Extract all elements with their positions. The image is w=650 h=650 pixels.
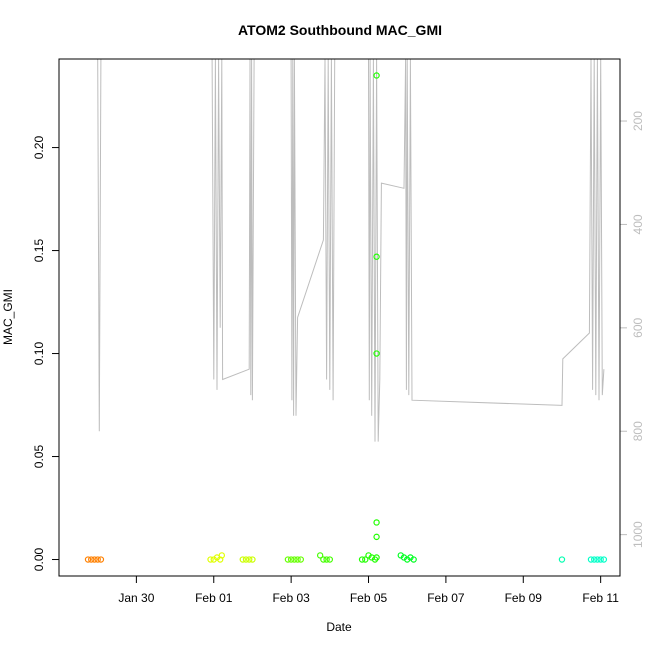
data-point (284, 556, 292, 563)
y-tick-label: 0.15 (32, 239, 46, 263)
data-point (558, 556, 566, 563)
right-tick-label: 200 (631, 111, 645, 131)
data-point (320, 556, 327, 563)
data-point (597, 556, 604, 563)
x-tick-label: Feb 05 (350, 591, 388, 605)
x-tick-label: Feb 01 (195, 591, 233, 605)
data-point (218, 552, 226, 559)
data-point (594, 556, 601, 563)
points-layer (84, 72, 608, 563)
x-tick-label: Feb 03 (272, 591, 310, 605)
right-tick-label: 800 (631, 421, 645, 441)
data-point (84, 556, 92, 563)
chart-title: ATOM2 Southbound MAC_GMI (238, 22, 442, 38)
data-point (326, 556, 334, 563)
data-point (239, 556, 246, 563)
data-point (294, 556, 301, 563)
depth-line (97, 58, 605, 442)
data-point (94, 556, 101, 563)
x-tick-label: Jan 30 (118, 591, 154, 605)
data-point (373, 519, 380, 526)
axes-layer: 0.00 0.05 0.10 0.15 0.20 Jan 30 Feb 01 Feb 03 Fe… (32, 111, 645, 605)
x-tick-label: Feb 11 (582, 591, 619, 605)
x-tick-label: Feb 09 (505, 591, 543, 605)
data-point (373, 533, 380, 541)
right-tick-label: 600 (631, 318, 645, 338)
data-point (91, 556, 98, 563)
data-point (246, 556, 253, 563)
y-axis-label: MAC_GMI (1, 289, 15, 345)
data-point (316, 552, 324, 559)
data-point (297, 556, 305, 563)
data-point (207, 556, 214, 563)
data-point (97, 556, 105, 563)
data-point (362, 556, 369, 563)
data-point (587, 556, 595, 563)
right-tick-label: 1000 (631, 521, 645, 548)
data-point (249, 556, 256, 563)
y-tick-label: 0.10 (32, 342, 46, 366)
plot-frame (58, 58, 621, 577)
data-point (373, 554, 380, 561)
y-tick-label: 0.20 (32, 136, 46, 160)
x-axis-label: Date (326, 620, 352, 634)
data-point (373, 350, 380, 357)
data-point (591, 556, 598, 563)
depth-line-layer (97, 58, 605, 442)
x-tick-label: Feb 07 (427, 591, 465, 605)
data-point (242, 556, 250, 563)
data-point (373, 72, 380, 79)
data-point (373, 253, 380, 260)
data-point (287, 556, 295, 563)
data-point (291, 556, 298, 563)
data-point (323, 556, 330, 563)
y-tick-label: 0.00 (32, 548, 46, 572)
data-point (358, 556, 366, 563)
data-point (88, 556, 95, 563)
data-point (600, 556, 608, 563)
y-tick-label: 0.05 (32, 445, 46, 469)
right-tick-label: 400 (631, 214, 645, 234)
data-point (410, 556, 417, 563)
